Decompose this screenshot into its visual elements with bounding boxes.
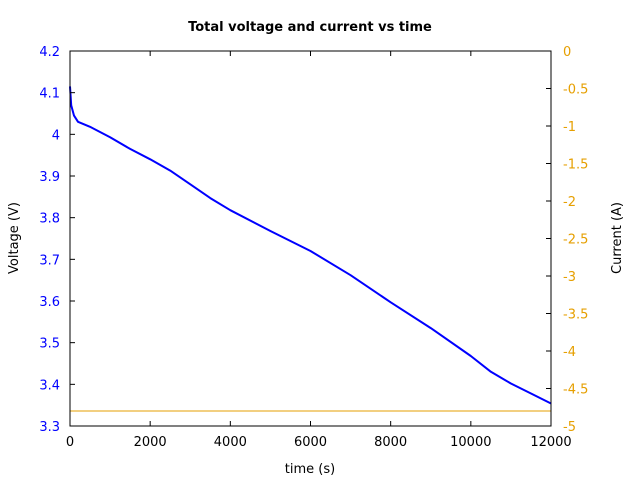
x-tick-label: 6000: [294, 435, 327, 450]
y2-tick-label: -2.5: [563, 233, 588, 248]
plot-area: [69, 86, 552, 412]
x-tick-label: 2000: [134, 435, 167, 450]
x-tick-label: 12000: [530, 435, 571, 450]
y-tick-label: 3.6: [39, 295, 60, 310]
y2-tick-label: -0.5: [563, 83, 588, 98]
y-axis-label: Voltage (V): [7, 202, 22, 274]
x-tick-label: 4000: [214, 435, 247, 450]
y-tick-label: 3.5: [39, 337, 60, 352]
plot-frame: [69, 50, 552, 427]
chart-title: Total voltage and current vs time: [188, 20, 432, 35]
series-voltage-line: [69, 86, 552, 405]
y-tick-label: 4.2: [39, 45, 60, 60]
y-tick-label: 3.8: [39, 212, 60, 227]
y-axis-right: -5 -4.5 -4 -3.5 -3 -2.5 -2 -1.5 -1 -0.5 0: [546, 45, 588, 435]
y2-tick-label: -1.5: [563, 158, 588, 173]
y-tick-label: 3.4: [39, 378, 60, 393]
y2-tick-label: -1: [563, 120, 576, 135]
x-axis-label: time (s): [285, 462, 335, 477]
y2-axis-label: Current (A): [610, 202, 625, 274]
y2-tick-label: -4.5: [563, 383, 588, 398]
y2-tick-label: -5: [563, 420, 576, 435]
y2-tick-label: 0: [563, 45, 571, 60]
y-tick-label: 3.7: [39, 253, 60, 268]
y2-tick-label: -4: [563, 345, 576, 360]
x-tick-label: 8000: [374, 435, 407, 450]
x-axis: 0 2000 4000 6000 8000 10000 12000: [66, 51, 572, 450]
y-tick-label: 3.3: [39, 420, 60, 435]
x-tick-label: 0: [66, 435, 74, 450]
y-tick-label: 4: [52, 128, 60, 143]
y-tick-label: 3.9: [39, 170, 60, 185]
y2-tick-label: -2: [563, 195, 576, 210]
y2-tick-label: -3.5: [563, 308, 588, 323]
y-axis-left: 3.3 3.4 3.5 3.6 3.7 3.8 3.9 4 4.1 4.2: [39, 45, 75, 435]
y-tick-label: 4.1: [39, 87, 60, 102]
x-tick-label: 10000: [450, 435, 491, 450]
y2-tick-label: -3: [563, 270, 576, 285]
